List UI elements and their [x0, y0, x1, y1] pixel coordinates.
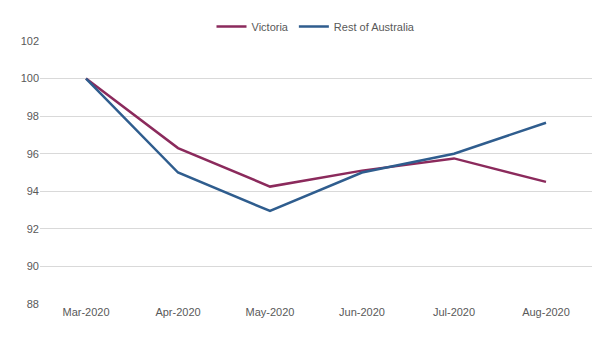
svg-text:90: 90: [27, 260, 39, 272]
svg-text:Victoria: Victoria: [252, 21, 289, 33]
svg-text:May-2020: May-2020: [246, 306, 295, 318]
svg-text:96: 96: [27, 148, 39, 160]
svg-text:Aug-2020: Aug-2020: [522, 306, 570, 318]
svg-text:100: 100: [21, 72, 39, 84]
svg-text:98: 98: [27, 110, 39, 122]
svg-text:Jun-2020: Jun-2020: [339, 306, 385, 318]
svg-text:Mar-2020: Mar-2020: [62, 306, 109, 318]
svg-text:88: 88: [27, 298, 39, 310]
svg-text:Jul-2020: Jul-2020: [433, 306, 475, 318]
svg-text:102: 102: [21, 35, 39, 47]
svg-text:92: 92: [27, 223, 39, 235]
svg-text:94: 94: [27, 185, 39, 197]
svg-text:Apr-2020: Apr-2020: [155, 306, 200, 318]
svg-text:Rest of Australia: Rest of Australia: [334, 21, 415, 33]
